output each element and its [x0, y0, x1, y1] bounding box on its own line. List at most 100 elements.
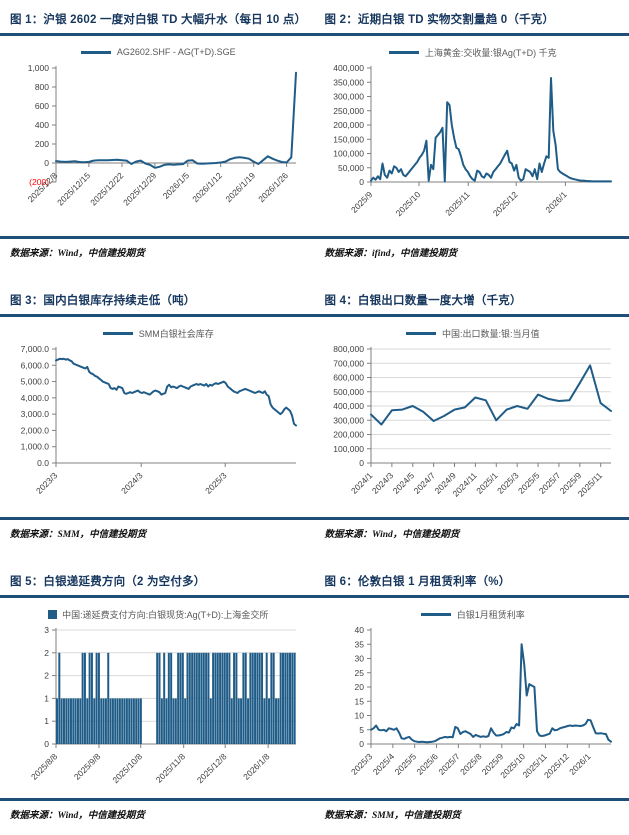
svg-text:2026/1/5: 2026/1/5	[161, 170, 192, 201]
svg-text:1: 1	[44, 693, 49, 703]
figure-1-title: 图 1：沪银 2602 一度对白银 TD 大幅升水（每日 10 点）	[0, 4, 315, 33]
svg-text:2025/11/8: 2025/11/8	[154, 751, 188, 785]
svg-text:2025/5: 2025/5	[515, 470, 541, 496]
svg-text:200,000: 200,000	[333, 430, 364, 440]
figure-6-legend: 白银1月租赁利率	[321, 606, 626, 622]
svg-text:2023/3: 2023/3	[34, 470, 60, 496]
figure-4-legend: 中国:出口数量:银:当月值	[321, 325, 626, 341]
chart-svg: 050,000100,000150,000200,000250,000300,0…	[321, 62, 621, 234]
svg-text:3,000.0: 3,000.0	[21, 409, 50, 419]
svg-text:700,000: 700,000	[333, 358, 364, 368]
svg-text:10: 10	[354, 711, 364, 721]
figure-row-2: 图 3：国内白银库存持续走低（吨） 图 4：白银出口数量一度大增（千克） SMM…	[0, 285, 629, 544]
legend-label: 上海黄金:交收量:银Ag(T+D) 千克	[425, 46, 557, 59]
legend-label: AG2602.SHF - AG(T+D).SGE	[117, 47, 236, 57]
chart-svg: 05101520253035402025/32025/42025/52025/6…	[321, 624, 621, 796]
svg-text:2025/12/15: 2025/12/15	[55, 170, 92, 207]
figure-row-1: 图 1：沪银 2602 一度对白银 TD 大幅升水（每日 10 点） 图 2：近…	[0, 4, 629, 263]
figure-1-source: 数据来源：Wind，中信建投期货	[0, 239, 315, 263]
svg-text:100,000: 100,000	[333, 444, 364, 454]
chart-svg: 0.01,000.02,000.03,000.04,000.05,000.06,…	[6, 343, 306, 515]
figure-2-title: 图 2：近期白银 TD 实物交割量趋 0（千克）	[315, 4, 629, 33]
figure-4-source: 数据来源：Wind，中信建投期货	[315, 520, 629, 544]
svg-text:600,000: 600,000	[333, 373, 364, 383]
legend-line-icon	[103, 332, 133, 335]
title-band: 图 3：国内白银库存持续走低（吨） 图 4：白银出口数量一度大增（千克）	[0, 285, 629, 314]
legend-line-icon	[406, 332, 436, 335]
svg-text:25: 25	[354, 668, 364, 678]
legend-line-icon	[81, 51, 111, 54]
svg-text:2026/1/26: 2026/1/26	[256, 170, 290, 204]
svg-text:2024/7: 2024/7	[411, 470, 437, 496]
svg-text:2,000.0: 2,000.0	[21, 425, 50, 435]
svg-text:0: 0	[359, 458, 364, 468]
svg-text:15: 15	[354, 696, 364, 706]
figure-3-source: 数据来源：SMM，中信建投期货	[0, 520, 315, 544]
svg-text:250,000: 250,000	[333, 106, 364, 116]
svg-text:0: 0	[359, 739, 364, 749]
figure-3-legend: SMM白银社会库存	[6, 325, 311, 341]
svg-text:2: 2	[44, 648, 49, 658]
figure-5-legend: 中国:递延费支付方向:白银现货:Ag(T+D):上海金交所	[6, 606, 311, 622]
svg-text:1: 1	[44, 716, 49, 726]
svg-text:300,000: 300,000	[333, 92, 364, 102]
svg-text:5: 5	[359, 725, 364, 735]
svg-text:2026/1/19: 2026/1/19	[223, 170, 257, 204]
svg-text:0.0: 0.0	[37, 458, 49, 468]
svg-text:2026/1: 2026/1	[567, 751, 593, 777]
legend-label: 中国:递延费支付方向:白银现货:Ag(T+D):上海金交所	[62, 608, 268, 621]
source-band: 数据来源：Wind，中信建投期货 数据来源：SMM，中信建投期货	[0, 801, 629, 825]
figure-6-source: 数据来源：SMM，中信建投期货	[315, 801, 629, 825]
svg-text:20: 20	[354, 682, 364, 692]
svg-text:5,000.0: 5,000.0	[21, 377, 50, 387]
figure-5-title: 图 5：白银递延费方向（2 为空付多）	[0, 566, 315, 595]
svg-text:2025/12/8: 2025/12/8	[195, 751, 229, 785]
svg-text:400,000: 400,000	[333, 63, 364, 73]
svg-text:500,000: 500,000	[333, 387, 364, 397]
svg-text:1,000.0: 1,000.0	[21, 442, 50, 452]
svg-text:150,000: 150,000	[333, 134, 364, 144]
legend-line-icon	[421, 613, 451, 616]
svg-text:200,000: 200,000	[333, 120, 364, 130]
title-band: 图 5：白银递延费方向（2 为空付多） 图 6：伦敦白银 1 月租赁利率（%）	[0, 566, 629, 595]
svg-text:2025/3: 2025/3	[495, 470, 521, 496]
svg-text:300,000: 300,000	[333, 415, 364, 425]
svg-text:2025/6: 2025/6	[414, 751, 440, 777]
svg-text:35: 35	[354, 639, 364, 649]
svg-text:2025/10/8: 2025/10/8	[110, 751, 144, 785]
svg-text:800: 800	[35, 82, 49, 92]
svg-text:2: 2	[44, 671, 49, 681]
svg-text:2024/3: 2024/3	[119, 470, 145, 496]
figure-1-legend: AG2602.SHF - AG(T+D).SGE	[6, 44, 311, 60]
svg-text:600: 600	[35, 101, 49, 111]
svg-text:2024/1: 2024/1	[348, 470, 374, 496]
figure-2-legend: 上海黄金:交收量:银Ag(T+D) 千克	[321, 44, 626, 60]
svg-text:2025/11: 2025/11	[443, 189, 472, 218]
svg-text:2025/4: 2025/4	[370, 751, 396, 777]
svg-text:6,000.0: 6,000.0	[21, 360, 50, 370]
svg-text:800,000: 800,000	[333, 344, 364, 354]
svg-text:2026/1: 2026/1	[543, 189, 569, 215]
svg-text:2025/12/29: 2025/12/29	[121, 170, 158, 207]
svg-text:30: 30	[354, 654, 364, 664]
svg-text:200: 200	[35, 139, 49, 149]
chart-svg: 0100,000200,000300,000400,000500,000600,…	[321, 343, 621, 515]
svg-text:2026/1/12: 2026/1/12	[190, 170, 224, 204]
legend-label: 白银1月租赁利率	[457, 608, 525, 621]
svg-text:400: 400	[35, 120, 49, 130]
svg-text:2025/1: 2025/1	[474, 470, 500, 496]
svg-text:0: 0	[359, 177, 364, 187]
